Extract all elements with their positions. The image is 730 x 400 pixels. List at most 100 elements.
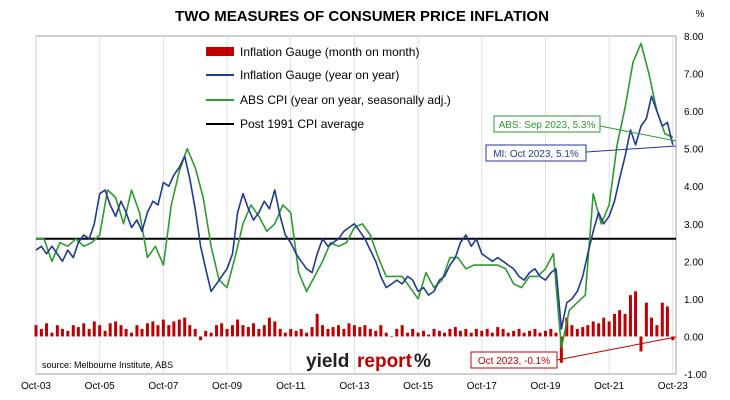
mom-bar [188, 325, 192, 337]
mom-bar [458, 330, 462, 337]
mom-bar [660, 302, 664, 337]
logo-percent-symbol: % [414, 351, 431, 372]
mom-bar [474, 328, 478, 337]
mom-bar [204, 330, 208, 337]
mom-bar [634, 291, 638, 337]
mom-bar [411, 328, 415, 337]
mom-bar [172, 321, 176, 337]
mom-bar [628, 295, 632, 337]
mom-bar [533, 328, 537, 337]
mom-bar [613, 313, 617, 337]
y-axis-ticks: -1.00 0.00 1.00 2.00 3.00 4.00 5.00 6.00 7.00 8.0… [684, 32, 707, 381]
mom-bar [522, 332, 526, 337]
mom-bar [76, 327, 80, 337]
x-tick-label: Oct-05 [85, 381, 115, 392]
mom-bar [193, 328, 197, 337]
mom-bar [50, 332, 54, 337]
mom-bar [60, 328, 64, 337]
gauge-yoy-line [35, 95, 674, 330]
mom-bar [512, 330, 516, 337]
mom-bar [437, 330, 441, 337]
yieldreport-logo: yield report % [306, 351, 431, 372]
mom-bar [262, 325, 266, 337]
x-tick-label: Oct-23 [658, 381, 688, 392]
mom-bar [273, 321, 277, 337]
mom-bar [591, 321, 595, 337]
y-tick-label: 8.00 [684, 32, 704, 43]
mom-bar [342, 328, 346, 337]
y-tick-label: 5.00 [684, 145, 704, 156]
mom-bar [39, 328, 43, 337]
legend-label-abs: ABS CPI (year on year, seasonally adj.) [240, 93, 451, 107]
mom-bar [607, 321, 611, 337]
mom-bar [649, 317, 653, 337]
mom-bar [597, 323, 601, 337]
mom-bar [215, 325, 219, 337]
y-tick-label: 1.00 [684, 295, 704, 306]
mom-bar [66, 330, 70, 337]
legend: Inflation Gauge (month on month) Inflati… [206, 45, 451, 131]
y-tick-label: 2.00 [684, 257, 704, 268]
mom-bar [220, 323, 224, 337]
mom-bar [368, 328, 372, 337]
mom-bar [416, 332, 420, 337]
mom-bar [586, 325, 590, 337]
mom-bar [326, 328, 330, 337]
mom-bar [321, 325, 325, 337]
mom-bar [358, 327, 362, 337]
mom-bar [225, 328, 229, 337]
mom-bar [167, 325, 171, 337]
mom-bar [581, 327, 585, 337]
mom-bar [151, 321, 155, 337]
mom-bar [352, 325, 356, 337]
mom-bar [549, 328, 553, 337]
mom-bar [257, 328, 261, 337]
mom-bar [246, 327, 250, 337]
mom-bar [559, 336, 563, 363]
mom-bar [71, 325, 75, 337]
callout-box-mom [470, 351, 558, 369]
mom-bar [230, 325, 234, 337]
mom-bar [103, 330, 107, 337]
mom-bar [34, 325, 38, 337]
callout-box-abs [493, 115, 601, 133]
mom-bar [209, 332, 213, 337]
mom-bar [379, 325, 383, 337]
mom-bar [114, 321, 118, 337]
x-tick-label: Oct-13 [339, 381, 369, 392]
mom-bars [34, 291, 675, 363]
mom-bar [119, 325, 123, 337]
mom-bar [671, 336, 675, 341]
mom-bar [501, 328, 505, 337]
x-tick-label: Oct-21 [594, 381, 624, 392]
mom-bar [427, 334, 431, 337]
mom-bar [283, 332, 287, 337]
mom-bar [108, 323, 112, 337]
x-tick-label: Oct-15 [403, 381, 433, 392]
mom-bar [570, 325, 574, 337]
y-tick-label: 4.00 [684, 182, 704, 193]
mom-bar [565, 317, 569, 337]
mom-bar [347, 323, 351, 337]
y-tick-label: 3.00 [684, 220, 704, 231]
mom-bar [618, 310, 622, 337]
callout-mom: Oct 2023, -0.1% [478, 356, 550, 367]
x-tick-label: Oct-03 [21, 381, 51, 392]
callout-box-mi [485, 144, 587, 162]
mom-bar [644, 302, 648, 337]
mom-bar [82, 323, 86, 337]
legend-label-yoy: Inflation Gauge (year on year) [240, 68, 399, 82]
mom-bar [87, 328, 91, 337]
mom-bar [92, 321, 96, 337]
mom-bar [183, 317, 187, 337]
abs-cpi-line [36, 42, 674, 349]
mom-bar [199, 336, 203, 341]
mom-bar [506, 332, 510, 337]
mom-bar [289, 328, 293, 337]
mom-bar [156, 325, 160, 337]
series-lines [35, 42, 674, 349]
mom-bar [251, 323, 255, 337]
x-tick-label: Oct-07 [148, 381, 178, 392]
mom-bar [124, 328, 128, 337]
